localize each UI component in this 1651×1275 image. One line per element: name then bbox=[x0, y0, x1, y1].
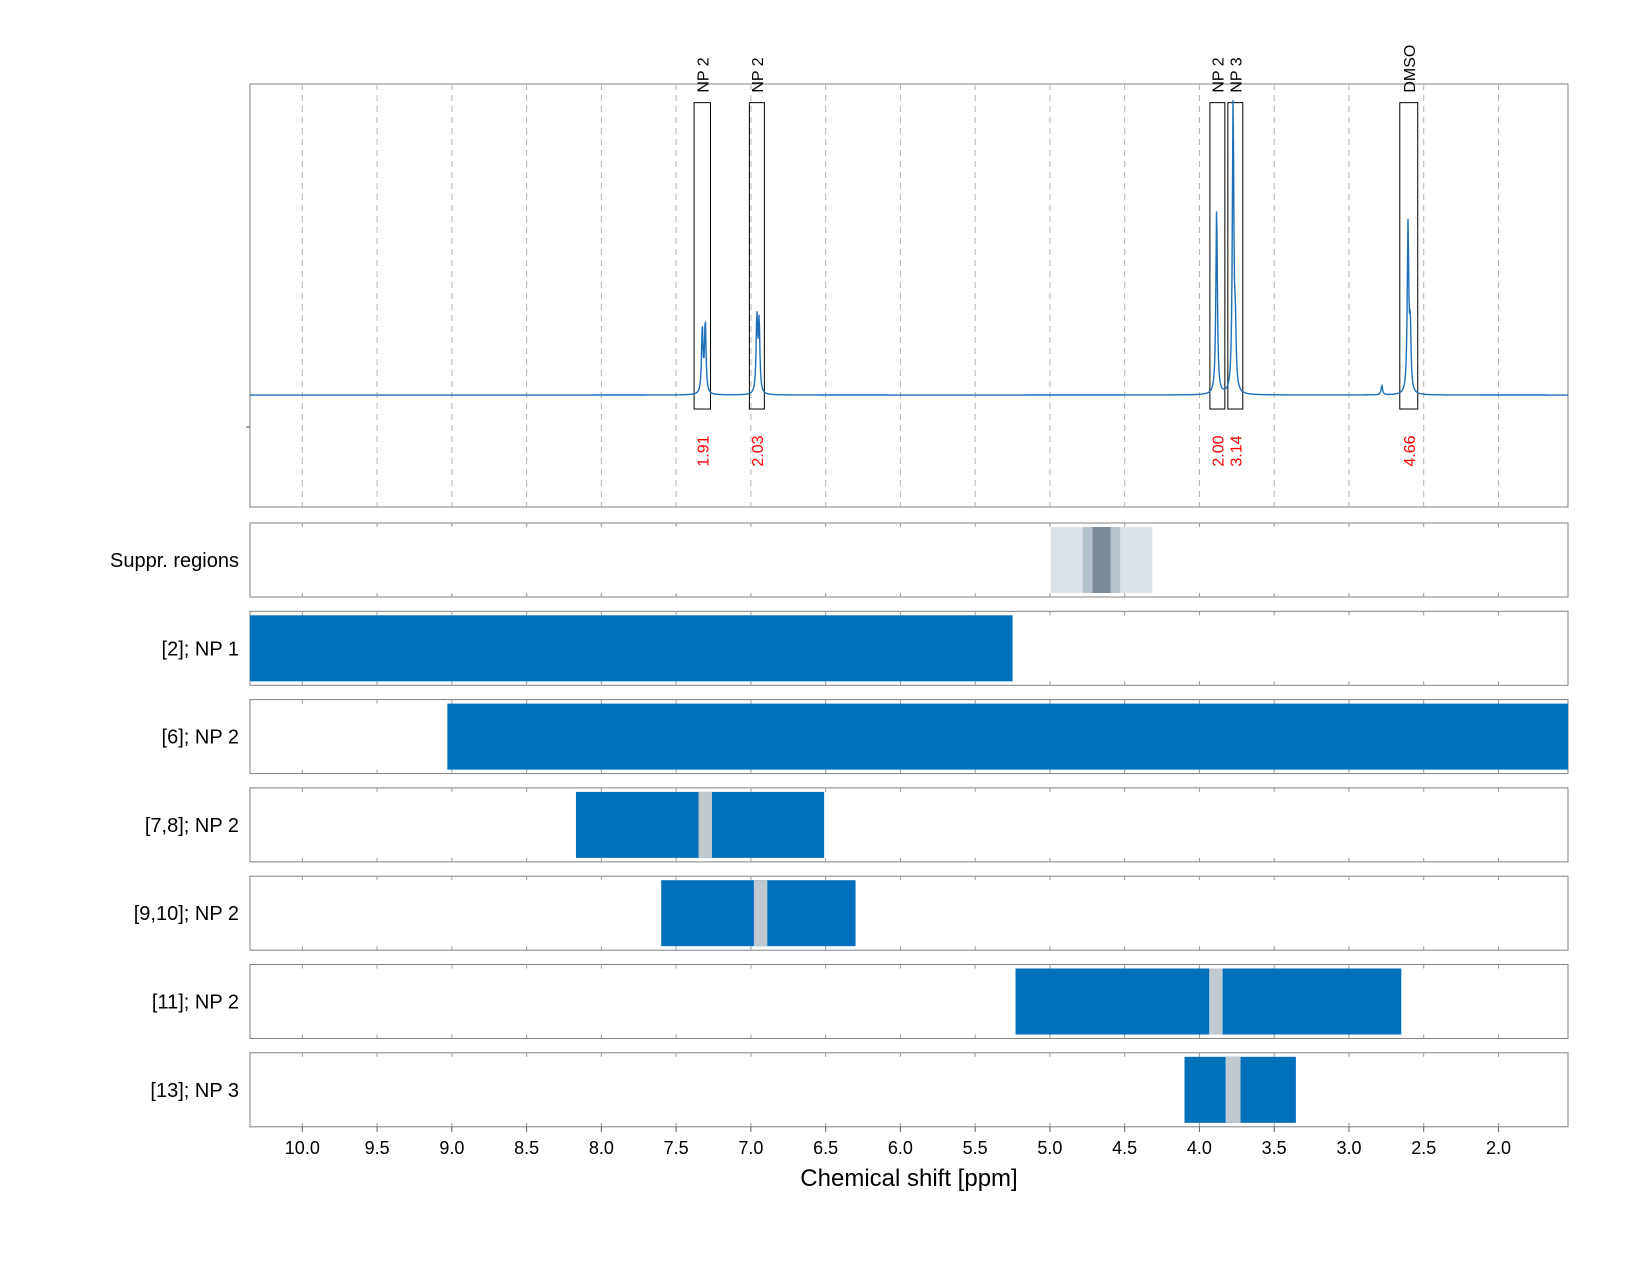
track-2: [6]; NP 2 bbox=[162, 699, 1569, 775]
peak-label-3: NP 3 bbox=[1228, 57, 1245, 92]
x-tick-label-1: 9.5 bbox=[365, 1138, 390, 1158]
track-label-1: [2]; NP 1 bbox=[162, 638, 239, 660]
peak-label-0: NP 2 bbox=[695, 57, 712, 92]
track-0: Suppr. regions bbox=[110, 522, 1569, 598]
x-tick-label-15: 2.5 bbox=[1411, 1138, 1436, 1158]
region-tracks: Suppr. regions [2]; NP 1 [6]; NP 2 [7,8]; N… bbox=[110, 522, 1569, 1128]
integral-label-1: 2.03 bbox=[750, 435, 767, 466]
peak-marker-6-0 bbox=[1225, 1056, 1241, 1123]
x-tick-label-7: 6.5 bbox=[813, 1138, 838, 1158]
peak-marker-3-0 bbox=[698, 791, 713, 858]
track-frame-0 bbox=[249, 522, 1569, 598]
integral-label-0: 1.91 bbox=[695, 435, 712, 466]
track-frame-3 bbox=[249, 787, 1569, 863]
x-tick-label-14: 3.0 bbox=[1336, 1138, 1361, 1158]
peak-annotations: NP 2 1.91 NP 2 2.03 NP 2 2.00 NP 3 3.14 DMSO 4.66 bbox=[693, 45, 1419, 467]
track-bar-5-0 bbox=[1015, 968, 1402, 1035]
x-tick-label-3: 8.5 bbox=[514, 1138, 539, 1158]
x-tick-label-4: 8.0 bbox=[589, 1138, 614, 1158]
suppression-band-2 bbox=[1092, 527, 1111, 593]
spectrum-line bbox=[250, 100, 1568, 396]
x-tick-label-10: 5.0 bbox=[1037, 1138, 1062, 1158]
x-tick-label-11: 4.5 bbox=[1112, 1138, 1137, 1158]
x-axis: 10.0 9.5 9.0 8.5 8.0 7.5 7.0 6.5 6.0 5.5 5.0 4.5 4.0… bbox=[285, 1126, 1511, 1158]
track-5: [11]; NP 2 bbox=[152, 964, 1569, 1039]
track-frame-4 bbox=[249, 875, 1569, 951]
peak-box-2 bbox=[1209, 102, 1226, 410]
x-tick-label-6: 7.0 bbox=[738, 1138, 763, 1158]
track-label-0: Suppr. regions bbox=[110, 550, 239, 572]
x-axis-label: Chemical shift [ppm] bbox=[800, 1165, 1017, 1192]
spectrum-panel-frame bbox=[249, 83, 1569, 508]
spectrum-grid bbox=[301, 84, 1499, 507]
x-tick-label-16: 2.0 bbox=[1486, 1138, 1511, 1158]
peak-box-3 bbox=[1227, 102, 1244, 410]
track-bar-1-0 bbox=[250, 615, 1013, 682]
integral-label-2: 2.00 bbox=[1210, 435, 1227, 466]
track-3: [7,8]; NP 2 bbox=[145, 787, 1569, 863]
peak-label-2: NP 2 bbox=[1210, 57, 1227, 92]
integral-label-4: 4.66 bbox=[1402, 435, 1419, 466]
track-frame-6 bbox=[249, 1052, 1569, 1128]
x-tick-label-12: 4.0 bbox=[1187, 1138, 1212, 1158]
peak-box-4 bbox=[1399, 102, 1419, 410]
peak-marker-5-0 bbox=[1209, 968, 1223, 1035]
peak-label-4: DMSO bbox=[1402, 45, 1419, 93]
x-tick-label-9: 5.5 bbox=[963, 1138, 988, 1158]
x-tick-label-2: 9.0 bbox=[439, 1138, 464, 1158]
track-label-4: [9,10]; NP 2 bbox=[134, 903, 239, 925]
spectrum-panel: NP 2 1.91 NP 2 2.03 NP 2 2.00 NP 3 3.14 DMSO 4.66 bbox=[246, 45, 1569, 508]
x-tick-label-8: 6.0 bbox=[888, 1138, 913, 1158]
x-tick-label-5: 7.5 bbox=[664, 1138, 689, 1158]
x-tick-label-13: 3.5 bbox=[1262, 1138, 1287, 1158]
peak-box-1 bbox=[748, 102, 765, 410]
track-bar-2-0 bbox=[447, 703, 1569, 770]
peak-label-1: NP 2 bbox=[750, 57, 767, 92]
track-label-5: [11]; NP 2 bbox=[152, 992, 239, 1014]
track-4: [9,10]; NP 2 bbox=[134, 875, 1569, 951]
track-label-2: [6]; NP 2 bbox=[162, 727, 239, 749]
track-label-6: [13]; NP 3 bbox=[150, 1080, 239, 1102]
integral-label-3: 3.14 bbox=[1228, 435, 1245, 466]
track-label-3: [7,8]; NP 2 bbox=[145, 815, 239, 837]
x-tick-label-0: 10.0 bbox=[285, 1138, 320, 1158]
peak-marker-4-0 bbox=[753, 880, 768, 947]
track-6: [13]; NP 3 bbox=[150, 1052, 1569, 1128]
peak-box-0 bbox=[693, 102, 712, 410]
track-1: [2]; NP 1 bbox=[162, 610, 1569, 686]
